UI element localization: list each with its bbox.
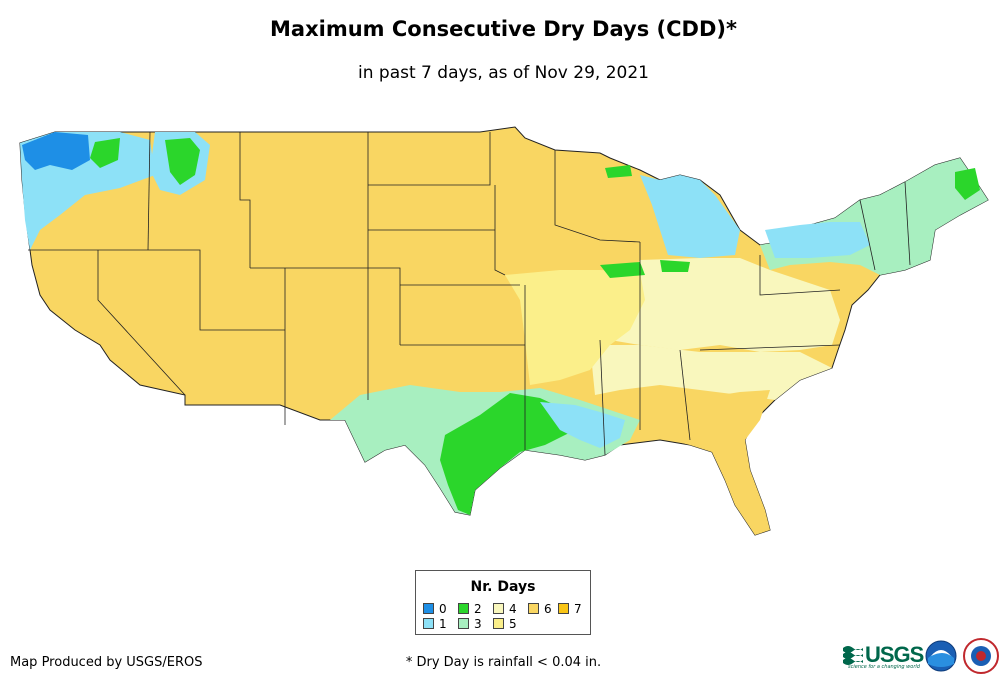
- wisconsin-2-day-patch: [605, 165, 632, 178]
- maine-2-day-patch: [955, 168, 980, 200]
- legend-label: 4: [509, 601, 517, 616]
- southeast-4-day-region: [590, 345, 832, 400]
- ohio-valley-4-day-region: [610, 258, 840, 352]
- cdd-map: [19, 126, 989, 536]
- state-borders: [28, 131, 911, 456]
- legend-item-5: 5: [493, 616, 517, 631]
- usgs-tagline: science for a changing world: [848, 664, 920, 670]
- indiana-2-day-patch: [660, 260, 690, 272]
- legend-swatch: [528, 603, 539, 614]
- legend-item-0: 0: [423, 601, 447, 616]
- legend-label: 6: [544, 601, 552, 616]
- gulf-1-day-region: [540, 402, 625, 448]
- texas-2-day-region: [440, 393, 575, 515]
- legend-swatch: [423, 603, 434, 614]
- map-subtitle: in past 7 days, as of Nov 29, 2021: [358, 63, 649, 83]
- michigan-1-day-region: [640, 175, 740, 258]
- footnote: * Dry Day is rainfall < 0.04 in.: [405, 655, 602, 670]
- noaa-logo-icon: [925, 640, 957, 672]
- legend-item-3: 3: [458, 616, 482, 631]
- map-credit: Map Produced by USGS/EROS: [10, 655, 203, 670]
- legend-item-7: 7: [558, 601, 582, 616]
- legend-swatch: [493, 603, 504, 614]
- legend-label: 0: [439, 601, 447, 616]
- legend: Nr. Days 0 1 2 3 4 5 6 7: [415, 570, 591, 635]
- legend-item-1: 1: [423, 616, 447, 631]
- legend-label: 2: [474, 601, 482, 616]
- florida-6-day-region: [670, 390, 770, 535]
- legend-label: 5: [509, 616, 517, 631]
- legend-label: 3: [474, 616, 482, 631]
- map-title: Maximum Consecutive Dry Days (CDD)*: [270, 17, 737, 41]
- legend-swatch: [458, 618, 469, 629]
- ny-1-day-region: [765, 222, 870, 258]
- illinois-2-day-patch: [600, 262, 645, 278]
- legend-swatch: [423, 618, 434, 629]
- usgs-logo: USGS: [843, 640, 924, 670]
- legend-item-6: 6: [528, 601, 552, 616]
- legend-title: Nr. Days: [470, 579, 536, 595]
- idaho-montana-2-day-region: [165, 138, 200, 185]
- usgs-wave-icon: [843, 646, 863, 665]
- nws-logo-icon: [963, 638, 999, 674]
- legend-swatch: [558, 603, 569, 614]
- pnw-0-day-region: [22, 132, 90, 170]
- midwest-5-day-region: [505, 270, 645, 385]
- pnw-2-day-region: [90, 138, 120, 168]
- legend-label: 7: [574, 601, 582, 616]
- legend-item-4: 4: [493, 601, 517, 616]
- legend-label: 1: [439, 616, 447, 631]
- legend-item-2: 2: [458, 601, 482, 616]
- legend-swatch: [458, 603, 469, 614]
- legend-swatch: [493, 618, 504, 629]
- usgs-wordmark: USGS: [865, 642, 924, 667]
